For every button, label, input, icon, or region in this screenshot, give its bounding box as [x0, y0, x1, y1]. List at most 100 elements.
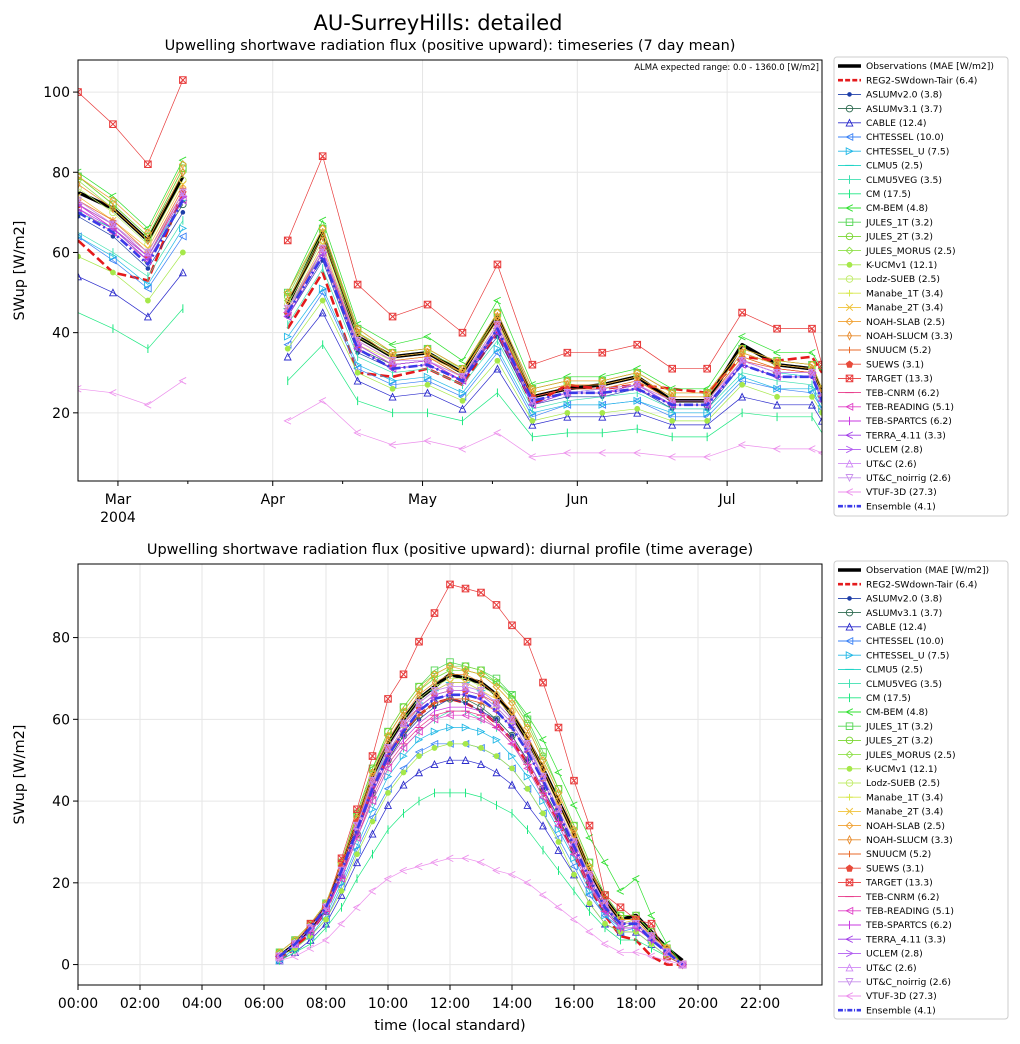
y-tick-label: 100 [43, 85, 70, 101]
data-point [388, 365, 397, 373]
data-point [458, 373, 467, 382]
y-tick-label: 20 [52, 406, 70, 422]
data-point [477, 682, 485, 691]
legend-label: JULES_2T (3.2) [865, 736, 933, 747]
data-point [616, 919, 625, 928]
legend-item: NOAH-SLAB (2.5) [838, 821, 945, 832]
data-point [108, 288, 117, 297]
series-line [279, 665, 683, 965]
data-point [143, 401, 152, 409]
series-line [78, 192, 184, 253]
legend-item: JULES_MORUS (2.5) [838, 750, 956, 761]
data-point [461, 854, 470, 862]
data-point [388, 312, 397, 321]
series-line [78, 228, 184, 285]
data-point [430, 759, 439, 769]
data-point [478, 745, 484, 751]
x-axis-label: time (local standard) [374, 1018, 525, 1034]
data-point [818, 360, 822, 369]
panel-title: Upwelling shortwave radiation flux (posi… [147, 542, 753, 558]
data-point [283, 236, 292, 245]
data-point [492, 866, 501, 875]
legend-marker [845, 608, 854, 617]
data-point [476, 715, 485, 724]
legend-item: SNUUCM (5.2) [838, 345, 931, 356]
data-point [368, 797, 377, 806]
data-point [633, 340, 642, 349]
data-point [817, 416, 822, 425]
legend-marker [845, 906, 854, 915]
data-point [529, 417, 536, 424]
legend-label: CLMU5 (2.5) [866, 665, 923, 676]
y-tick-label: 60 [52, 245, 70, 261]
legend-item: VTUF-3D (27.3) [838, 487, 937, 498]
data-point [772, 348, 781, 357]
legend-label: CHTESSEL (10.0) [866, 132, 944, 143]
legend-label: UCLEM (2.8) [866, 445, 923, 456]
data-point [461, 666, 470, 675]
legend-label: JULES_1T (3.2) [865, 721, 933, 732]
legend-marker [846, 289, 853, 297]
data-point [739, 381, 746, 388]
series-line [287, 220, 822, 390]
legend-label: ASLUMv3.1 (3.7) [866, 608, 942, 619]
data-point [555, 839, 562, 845]
data-point [668, 397, 677, 406]
data-point [423, 300, 432, 309]
data-point [703, 420, 712, 429]
data-point [633, 396, 642, 405]
x-tick-label: 20:00 [678, 996, 718, 1012]
legend-marker [845, 878, 854, 887]
legend-marker [846, 261, 853, 268]
data-point [283, 417, 292, 425]
legend-label: NOAH-SLUCM (3.3) [866, 331, 953, 342]
legend-item: TEB-SPARTCS (6.2) [838, 416, 952, 427]
legend-item: Manabe_1T (3.4) [838, 288, 943, 299]
data-point [108, 389, 117, 397]
data-point [647, 919, 656, 928]
data-point [508, 752, 517, 761]
series-17 [78, 180, 822, 405]
data-point [383, 764, 392, 773]
series-30 [78, 377, 822, 461]
legend-marker [845, 708, 854, 716]
data-point [399, 743, 408, 752]
data-point [368, 829, 377, 838]
data-point [78, 197, 82, 204]
legend-marker [847, 834, 852, 845]
data-point [598, 385, 607, 394]
legend-label: VTUF-3D (27.3) [866, 991, 937, 1002]
data-point [430, 695, 439, 703]
legend-item: SUEWS (3.1) [838, 863, 924, 874]
series-line [78, 199, 185, 266]
data-point [109, 120, 117, 128]
legend-label: CLMU5VEG (3.5) [866, 175, 942, 186]
data-point [423, 437, 432, 445]
data-point [493, 296, 501, 305]
y-axis-label: SWup [W/m2] [12, 221, 28, 321]
series-24 [78, 196, 822, 409]
range-annotation: ALMA expected range: 0.0 - 1360.0 [W/m2] [634, 63, 819, 73]
legend-label: CABLE (12.4) [866, 622, 926, 633]
data-point [78, 184, 82, 193]
series-21 [78, 188, 822, 405]
data-point [321, 936, 330, 944]
legend-marker [845, 978, 854, 987]
legend-item: JULES_1T (3.2) [838, 721, 933, 732]
data-point [563, 449, 571, 457]
data-point [738, 344, 747, 353]
data-point [388, 376, 397, 385]
data-point [493, 344, 502, 353]
legend-marker [845, 963, 854, 972]
legend-item: JULES_1T (3.2) [838, 217, 933, 228]
data-point [399, 719, 408, 728]
data-point [523, 715, 532, 724]
legend-label: TERRA_4.11 (3.3) [865, 934, 946, 945]
data-point [585, 928, 594, 936]
series-line [78, 184, 184, 249]
data-point [493, 364, 502, 373]
series-16 [78, 189, 822, 405]
data-point [528, 397, 537, 406]
data-point [430, 858, 439, 867]
data-point [585, 821, 594, 830]
